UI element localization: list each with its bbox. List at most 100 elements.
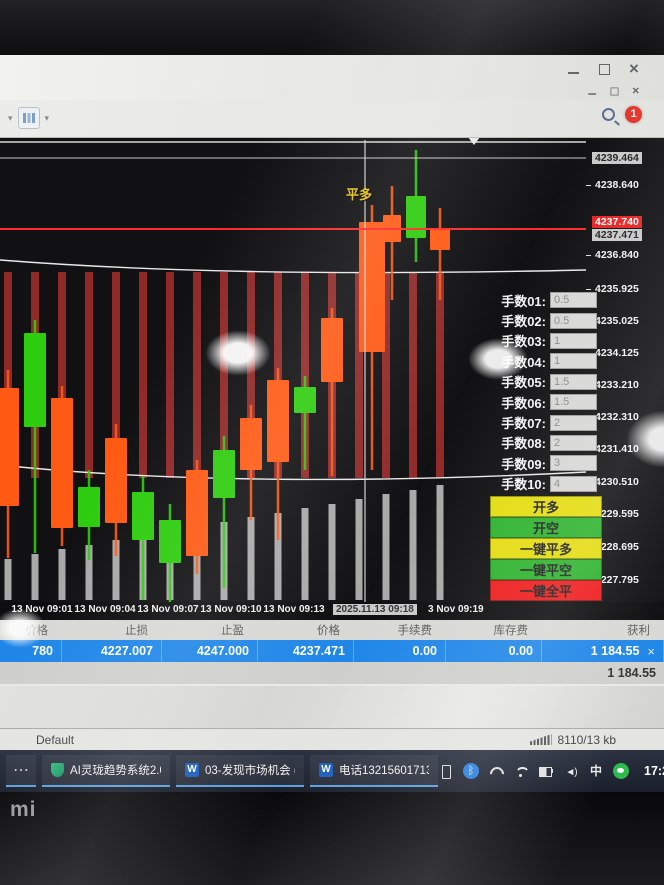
lot-row: 手数04: 1 [488,351,604,371]
taskbar-item[interactable]: 03-发现市场机会 (... [176,755,304,787]
system-tray: 17:21 [438,763,664,779]
word-icon [319,763,333,777]
total-row: 1 184.55 [0,662,664,684]
column-header: 获利 [627,625,650,637]
minimize-icon[interactable] [567,63,580,76]
chart-type-button[interactable] [17,107,40,129]
lot-row: 手数07: 2 [488,412,604,432]
chart-canvas [0,138,586,602]
profile-name: Default [36,732,75,747]
lot-input[interactable]: 2 [550,434,597,451]
status-bar: Default 8110/13 kb [0,728,664,750]
taskbar-item-label: 电话13215601713.... [339,765,429,777]
chart-minimize-icon[interactable] [588,87,597,96]
lot-label: 手数01: [501,293,546,309]
clock: 17:21 [644,764,664,778]
toolbar: ▾ ▾ 1 [0,100,664,138]
time-tick: 13 Nov 09:13 [263,604,325,615]
price-tick: 4235.925 [586,283,664,296]
bluetooth-icon[interactable] [463,763,479,779]
position-cell: 0.00 [446,640,542,662]
lot-label: 手数09: [501,456,546,472]
lot-input[interactable]: 1 [550,353,597,370]
taskbar-item[interactable]: AI灵珑趋势系统2.0 [42,755,170,787]
traffic-counter: 8110/13 kb [557,732,617,747]
time-tick: 13 Nov 09:07 [137,604,199,615]
price-tick: 4238.640 [586,179,664,192]
position-cell: 4227.007 [62,640,162,662]
panel-gap [0,686,664,728]
lot-input[interactable]: 1.5 [550,373,597,390]
lot-input[interactable]: 0.5 [550,292,597,309]
lot-input[interactable]: 2 [550,414,597,431]
lot-row: 手数03: 1 [488,331,604,351]
notification-badge[interactable]: 1 [625,106,642,123]
position-cell: 0.00 [354,640,446,662]
lot-label: 手数03: [501,334,546,350]
monitor-brand-logo: mi [10,798,37,821]
wechat-icon[interactable] [613,763,629,779]
taskbar-item-label: AI灵珑趋势系统2.0 [70,765,161,777]
total-profit: 1 184.55 [607,666,656,680]
lot-input[interactable]: 0.5 [550,312,597,329]
close-icon[interactable] [629,59,642,79]
lot-input[interactable]: 3 [550,455,597,472]
crosshair-date-label: 2025.11.13 09:18 [333,604,417,615]
trade-table-header: 价格 止损 止盈 价格 手续费 库存费 获利 [0,620,664,640]
lot-label: 手数07: [501,416,546,432]
lot-input[interactable]: 4 [550,475,597,492]
lot-input[interactable]: 1 [550,332,597,349]
candlestick-chart[interactable]: 平多 4238.640 4236.840 4235.925 4235.025 4234.… [0,138,664,620]
title-bar [0,55,664,100]
lot-row: 手数01: 0.5 [488,290,604,310]
column-header: 库存费 [493,625,529,637]
time-tick: 13 Nov 09:04 [74,604,136,615]
usb-icon[interactable] [438,763,454,779]
trade-button-panel: 开多 开空 一键平多 一键平空 一键全平 [490,496,602,601]
time-tick-partial: 3 Nov 09:19 [428,604,484,615]
order-label: 平多 [346,187,373,202]
lot-row: 手数02: 0.5 [488,310,604,330]
taskbar-item[interactable] [6,755,36,787]
lot-label: 手数06: [501,395,546,411]
price-tick: 4236.840 [586,249,664,262]
ask-price-label: 4237.740 [586,216,664,229]
satellite-icon[interactable] [488,763,504,779]
bid-price-label: 4237.471 [586,229,664,242]
lot-row: 手数08: 2 [488,433,604,453]
ime-zh-icon[interactable] [588,763,604,779]
chart-close-icon[interactable] [632,84,641,98]
word-icon [185,763,199,777]
position-cell: 1 184.55 × [542,640,664,662]
position-cell: 780 [0,640,62,662]
trade-button-开空[interactable]: 开空 [490,517,602,538]
taskbar-item[interactable]: 电话13215601713.... [310,755,438,787]
chart-maximize-icon[interactable] [610,87,619,96]
traffic-bars-icon [529,734,552,745]
open-position-row[interactable]: 780 4227.007 4247.000 4237.471 0.00 0.00 1 184… [0,640,664,662]
trade-button-一键平空[interactable]: 一键平空 [490,559,602,580]
lot-label: 手数04: [501,354,546,370]
time-axis: 13 Nov 09:01 13 Nov 09:04 13 Nov 09:07 13 N… [0,602,664,620]
chevron-down-icon[interactable]: ▾ [8,112,13,123]
lot-label: 手数10: [501,477,546,493]
trade-button-一键全平[interactable]: 一键全平 [490,580,602,601]
maximize-icon[interactable] [598,63,611,76]
trade-button-一键平多[interactable]: 一键平多 [490,538,602,559]
column-header: 价格 [25,625,48,637]
column-header: 止损 [125,625,148,637]
column-header: 价格 [317,625,340,637]
search-icon[interactable] [602,108,615,121]
battery-icon[interactable] [538,763,554,779]
close-position-icon[interactable]: × [647,643,655,659]
chevron-down-icon[interactable]: ▾ [44,112,50,123]
lot-input[interactable]: 1.5 [550,394,597,411]
lot-row: 手数05: 1.5 [488,372,604,392]
lot-row: 手数10: 4 [488,474,604,494]
dots-icon [13,760,29,780]
taskbar-item-label: 03-发现市场机会 (... [205,765,295,777]
trade-button-开多[interactable]: 开多 [490,496,602,517]
speaker-icon[interactable] [563,763,579,779]
wifi-icon[interactable] [513,763,530,779]
